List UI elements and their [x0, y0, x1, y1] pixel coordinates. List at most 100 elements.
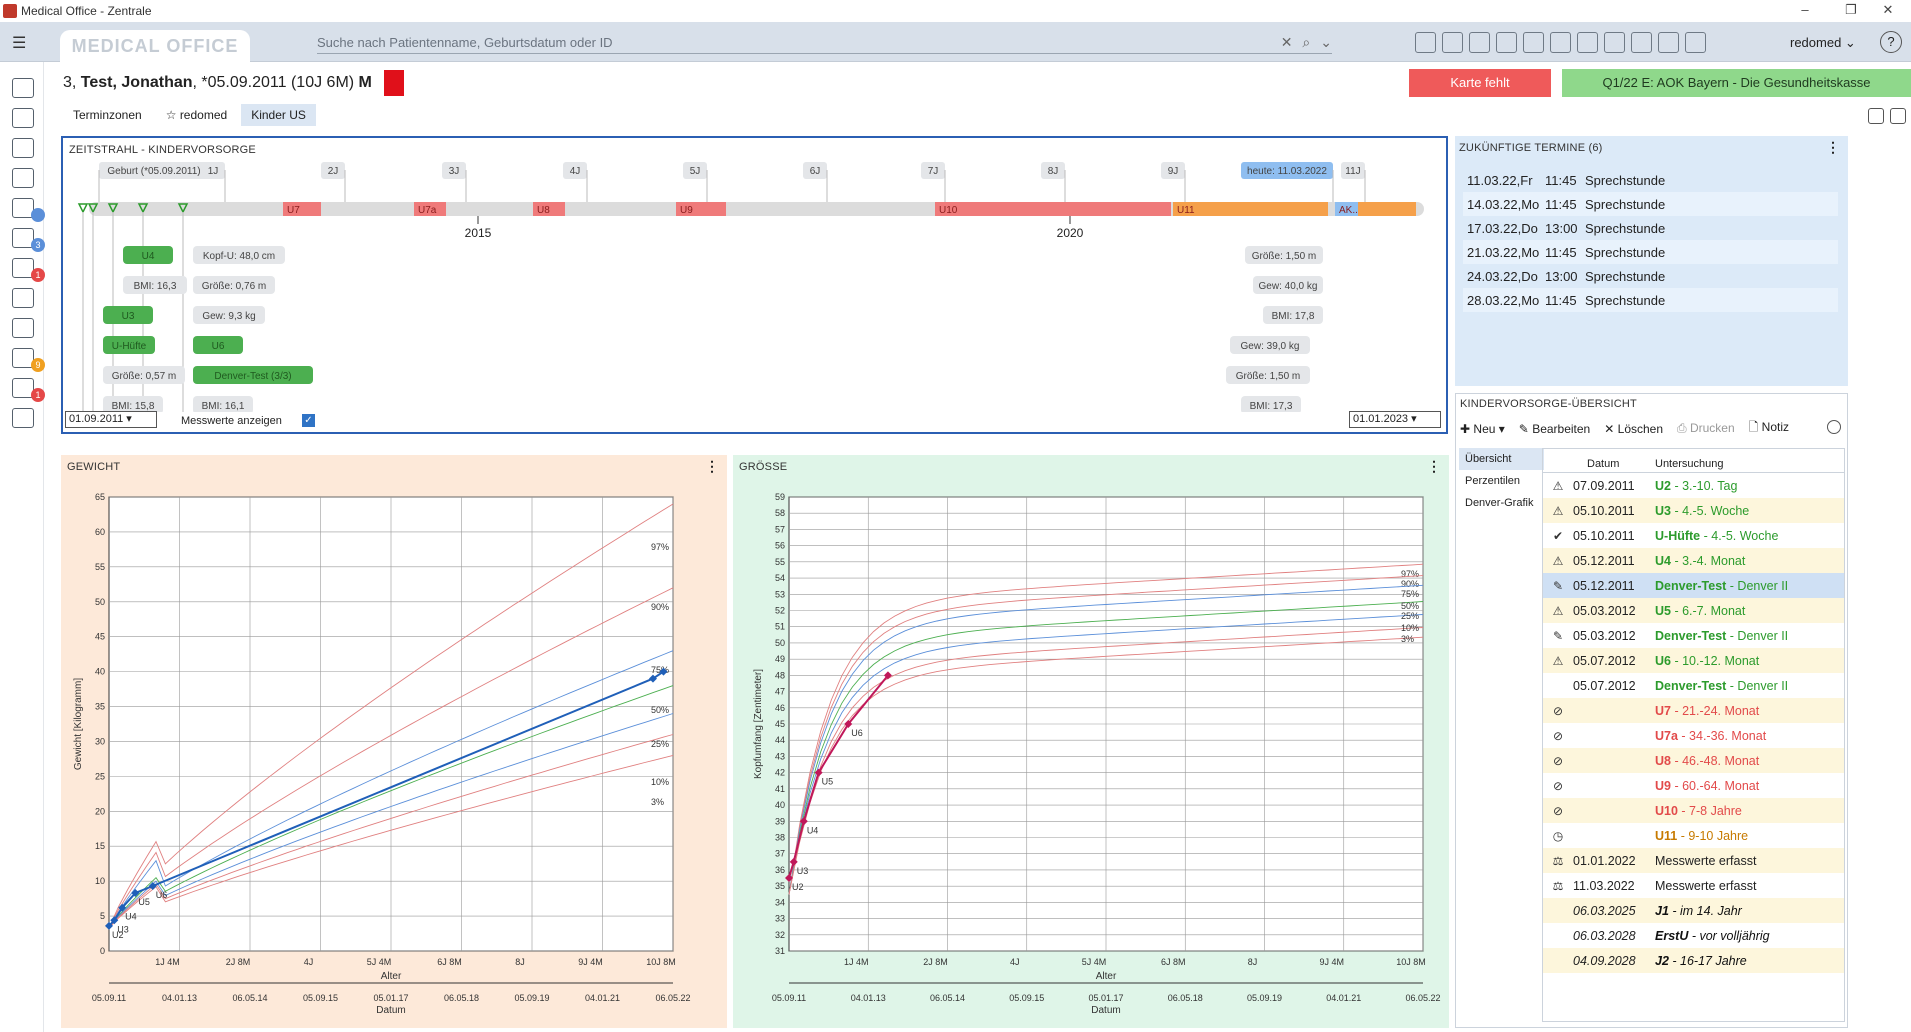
patient-name[interactable]: Test, Jonathan	[80, 74, 193, 91]
chat-icon[interactable]	[1658, 32, 1679, 53]
patient-point[interactable]	[799, 817, 808, 826]
kv-row[interactable]: ⚠ 05.10.2011 U3 - 4.-5. Woche	[1543, 498, 1844, 523]
sidebar-cloud-icon[interactable]	[12, 318, 34, 338]
tab-redomed[interactable]: ☆ redomed	[156, 104, 237, 126]
kv-row[interactable]: 06.03.2025 J1 - im 14. Jahr	[1543, 898, 1844, 923]
monitor-share-icon[interactable]	[1890, 108, 1906, 124]
karte-fehlt-button[interactable]: Karte fehlt	[1409, 69, 1551, 97]
patient-point[interactable]	[105, 921, 113, 930]
printer-icon[interactable]	[1496, 32, 1517, 53]
sidebar-notes-icon[interactable]	[12, 288, 34, 308]
patient-point[interactable]	[118, 903, 127, 912]
patient-point[interactable]	[648, 674, 657, 683]
insurance-button[interactable]: Q1/22 E: AOK Bayern - Die Gesundheitskas…	[1562, 69, 1911, 97]
document-icon[interactable]	[1523, 32, 1544, 53]
date-to-field[interactable]: 01.01.2023 ▾	[1349, 411, 1441, 428]
patient-point[interactable]	[148, 882, 157, 891]
timeline[interactable]: Geburt (*05.09.2011) 1J 2J 3J 4J 5J 6J 7J 8J 9J he…	[63, 160, 1446, 412]
event-chip[interactable]: Größe: 1,50 m	[1245, 246, 1323, 264]
patient-point[interactable]	[789, 857, 798, 866]
kv-row[interactable]: ⊘ U8 - 46.-48. Monat	[1543, 748, 1844, 773]
patient-icon[interactable]	[1469, 32, 1490, 53]
form-icon[interactable]	[1550, 32, 1571, 53]
chart-icon[interactable]	[1631, 32, 1652, 53]
event-chip[interactable]: Größe: 1,50 m	[1226, 366, 1310, 384]
exam-segment[interactable]: U7a	[414, 202, 446, 216]
nav-uebersicht[interactable]: Übersicht	[1459, 448, 1544, 470]
sign-icon[interactable]	[1577, 32, 1598, 53]
record-icon[interactable]	[1442, 32, 1463, 53]
menu-icon[interactable]: ☰	[12, 35, 27, 52]
search-icon[interactable]: ⌕	[1302, 33, 1311, 50]
sidebar-print-icon[interactable]	[12, 138, 34, 158]
minimize-button[interactable]: –	[1801, 2, 1809, 17]
nav-perzentilen[interactable]: Perzentilen	[1465, 475, 1521, 487]
termin-row[interactable]: 24.03.22,Do 13:00 Sprechstunde	[1463, 264, 1838, 288]
sidebar-record-icon[interactable]	[12, 78, 34, 98]
event-chip[interactable]: U3	[103, 306, 153, 324]
kv-row[interactable]: ⚠ 05.12.2011 U4 - 3.-4. Monat	[1543, 548, 1844, 573]
card-reader-icon[interactable]	[1415, 32, 1436, 53]
gewicht-more-icon[interactable]: ⋮	[705, 458, 719, 474]
loeschen-button[interactable]: ✕ Löschen	[1604, 422, 1663, 436]
notiz-button[interactable]: 🗋 Notiz	[1749, 418, 1789, 439]
event-chip[interactable]: BMI: 15,8	[103, 396, 163, 412]
exam-segment[interactable]: U7	[283, 202, 321, 216]
event-chip[interactable]: U4	[123, 246, 173, 264]
help-icon[interactable]: ?	[1880, 31, 1902, 53]
event-chip[interactable]: Gew: 40,0 kg	[1253, 276, 1323, 294]
patient-point[interactable]	[844, 720, 853, 728]
more-icon[interactable]: ⋮	[1826, 139, 1840, 155]
kv-row[interactable]: ◷ U11 - 9-10 Jahre	[1543, 823, 1844, 848]
sidebar-chat-icon[interactable]	[12, 408, 34, 428]
event-chip[interactable]: BMI: 17,3	[1241, 396, 1301, 412]
kv-row[interactable]: ⊘ U7a - 34.-36. Monat	[1543, 723, 1844, 748]
patient-point[interactable]	[110, 916, 119, 925]
col-datum[interactable]: Datum	[1587, 458, 1620, 470]
event-chip[interactable]: U-Hüfte	[103, 336, 155, 354]
groesse-more-icon[interactable]: ⋮	[1427, 458, 1441, 474]
kv-row[interactable]: 05.07.2012 Denver-Test - Denver II	[1543, 673, 1844, 698]
date-from-field[interactable]: 01.09.2011 ▾	[65, 411, 157, 428]
kv-row[interactable]: ⊘ U10 - 7-8 Jahre	[1543, 798, 1844, 823]
kv-row[interactable]: ✔ 05.10.2011 U-Hüfte - 4.-5. Woche	[1543, 523, 1844, 548]
event-chip[interactable]: Kopf-U: 48,0 cm	[193, 246, 285, 264]
bearbeiten-button[interactable]: ✎ Bearbeiten	[1519, 422, 1590, 436]
event-chip[interactable]: Größe: 0,57 m	[103, 366, 185, 384]
kv-row[interactable]: ⚠ 05.07.2012 U6 - 10.-12. Monat	[1543, 648, 1844, 673]
kv-row[interactable]: ⊘ U9 - 60.-64. Monat	[1543, 773, 1844, 798]
kv-row[interactable]: ✎ 05.12.2011 Denver-Test - Denver II	[1543, 573, 1844, 598]
kv-row[interactable]: ⚠ 05.03.2012 U5 - 6.-7. Monat	[1543, 598, 1844, 623]
chevron-down-icon[interactable]: ⌄	[1320, 33, 1332, 50]
kv-row[interactable]: ⊘ U7 - 21.-24. Monat	[1543, 698, 1844, 723]
event-chip[interactable]: U6	[193, 336, 243, 354]
sidebar-scan-icon[interactable]	[12, 108, 34, 128]
gear-icon[interactable]	[1827, 420, 1841, 434]
tab-kinder-us[interactable]: Kinder US	[241, 104, 316, 126]
kv-row[interactable]: 06.03.2028 ErstU - vor volljährig	[1543, 923, 1844, 948]
exam-segment[interactable]: U9	[676, 202, 726, 216]
patient-search[interactable]: Suche nach Patientenname, Geburtsdatum o…	[317, 31, 1332, 54]
clear-icon[interactable]: ✕	[1280, 33, 1293, 50]
user-menu[interactable]: redomed ⌄	[1790, 35, 1856, 50]
maximize-button[interactable]: ❐	[1845, 2, 1857, 17]
kv-row[interactable]: ⚖ 01.01.2022 Messwerte erfasst	[1543, 848, 1844, 873]
exam-segment[interactable]: U10	[935, 202, 1171, 216]
event-chip[interactable]: Größe: 0,76 m	[193, 276, 275, 294]
event-chip[interactable]: BMI: 16,3	[123, 276, 187, 294]
kv-row[interactable]: 04.09.2028 J2 - 16-17 Jahre	[1543, 948, 1844, 973]
patient-point[interactable]	[659, 667, 668, 676]
exam-segment[interactable]: AK...	[1335, 202, 1361, 216]
event-chip[interactable]: Gew: 9,3 kg	[193, 306, 265, 324]
termin-row[interactable]: 11.03.22,Fr 11:45 Sprechstunde	[1463, 168, 1838, 192]
messwerte-checkbox[interactable]: ✓	[302, 414, 315, 427]
termin-row[interactable]: 21.03.22,Mo 11:45 Sprechstunde	[1463, 240, 1838, 264]
patient-point[interactable]	[131, 889, 140, 898]
patient-point[interactable]	[814, 768, 823, 777]
termin-row[interactable]: 14.03.22,Mo 11:45 Sprechstunde	[1463, 192, 1838, 216]
patient-point[interactable]	[785, 874, 793, 883]
termin-row[interactable]: 28.03.22,Mo 11:45 Sprechstunde	[1463, 288, 1838, 312]
termin-row[interactable]: 17.03.22,Do 13:00 Sprechstunde	[1463, 216, 1838, 240]
kv-row[interactable]: ✎ 05.03.2012 Denver-Test - Denver II	[1543, 623, 1844, 648]
event-chip[interactable]: Denver-Test (3/3)	[193, 366, 313, 384]
